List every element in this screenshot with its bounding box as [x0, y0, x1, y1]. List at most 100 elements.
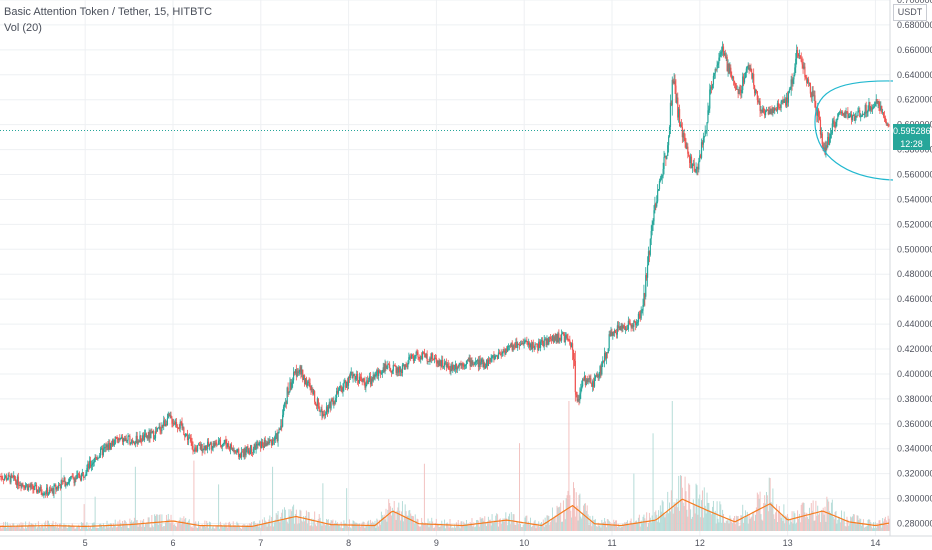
volume-bar	[653, 520, 655, 531]
candle-body	[41, 492, 43, 495]
candle-body	[67, 482, 70, 484]
volume-bar	[489, 519, 491, 531]
volume-bar	[451, 528, 453, 531]
volume-bar	[539, 526, 541, 531]
volume-bar	[729, 515, 731, 531]
candle-body	[359, 376, 361, 378]
volume-bar	[341, 528, 343, 531]
candle-body	[551, 335, 554, 341]
volume-bar	[453, 527, 455, 531]
volume-bar	[537, 526, 539, 531]
candle-body	[307, 381, 309, 383]
volume-bar	[322, 483, 324, 531]
volume-bar	[786, 516, 788, 531]
volume-bar	[549, 524, 551, 531]
candle-body	[294, 369, 297, 373]
volume-bar	[883, 518, 885, 531]
volume-bar	[756, 492, 758, 531]
candle-body	[566, 335, 568, 338]
volume-bar	[225, 522, 227, 531]
volume-bar	[794, 513, 796, 531]
candle-body	[260, 441, 263, 449]
volume-bar	[88, 524, 90, 531]
candle-body	[345, 380, 347, 388]
volume-bar	[15, 525, 17, 531]
volume-bar	[385, 508, 387, 531]
candle-body	[864, 105, 866, 114]
price-axis[interactable]: 0.7000000.6800000.6600000.6400000.620000…	[897, 0, 932, 529]
candle-body	[392, 365, 394, 371]
volume-bar	[650, 522, 652, 531]
time-axis[interactable]: 5 6 7 8 9 10 11 12 13 14	[83, 538, 881, 548]
volume-bar	[247, 524, 249, 531]
volume-bar	[214, 528, 216, 531]
volume-bar	[885, 520, 887, 531]
volume-bar	[382, 516, 384, 531]
candle-body	[432, 359, 435, 361]
candle-body	[726, 56, 728, 71]
volume-bar	[55, 521, 57, 531]
candle-body	[539, 341, 542, 348]
candle-body	[208, 444, 211, 447]
volume-bar	[840, 522, 842, 531]
candle-body	[125, 438, 127, 441]
candle-body	[63, 478, 65, 482]
volume-indicator-label[interactable]: Vol (20)	[4, 22, 42, 34]
candle-body	[878, 101, 880, 106]
volume-bar	[163, 526, 165, 531]
volume-bar	[524, 517, 526, 531]
candle-body	[145, 433, 147, 438]
volume-bar	[391, 507, 393, 531]
candle-body	[837, 113, 839, 119]
volume-bar	[745, 516, 747, 531]
volume-bar	[883, 521, 885, 531]
price-tick-label: 0.380000	[897, 394, 932, 404]
currency-unit-label[interactable]: USDT	[893, 4, 927, 21]
candle-body	[572, 350, 575, 360]
symbol-title[interactable]: Basic Attention Token / Tether, 15, HITB…	[4, 6, 213, 18]
candle-body	[239, 454, 242, 458]
volume-bar	[401, 511, 403, 531]
candle-body	[751, 72, 753, 79]
candle-body	[370, 378, 372, 385]
volume-bar	[41, 524, 43, 531]
candle-body	[277, 432, 279, 441]
candle-body	[92, 462, 94, 465]
volume-bar	[846, 516, 848, 531]
volume-bar	[634, 522, 636, 531]
volume-bar	[797, 518, 799, 531]
candle-body	[271, 440, 273, 446]
volume-bar	[737, 515, 739, 531]
candle-body	[423, 352, 426, 354]
candle-body	[504, 351, 506, 355]
candle-body	[68, 478, 71, 483]
volume-bar	[369, 525, 371, 531]
volume-bar	[752, 511, 754, 531]
candle-body	[868, 102, 870, 110]
volume-bar	[42, 525, 44, 531]
volume-bar	[132, 522, 134, 531]
volume-bar	[878, 520, 880, 531]
candle-body	[151, 431, 153, 433]
candle-body	[117, 438, 119, 440]
volume-bar	[518, 524, 520, 531]
candle-body	[95, 456, 97, 459]
candle-body	[236, 449, 238, 452]
volume-bar	[325, 525, 327, 531]
volume-bar	[858, 520, 860, 531]
candle-body	[164, 423, 167, 426]
candle-body	[736, 89, 738, 90]
volume-bar	[56, 527, 58, 531]
volume-bar	[339, 527, 341, 531]
volume-bar	[639, 526, 641, 531]
candle-body	[780, 101, 782, 108]
candle-body	[402, 364, 404, 366]
volume-bar	[529, 524, 531, 531]
volume-bar	[388, 499, 390, 531]
volume-bar	[286, 521, 288, 531]
volume-bar	[527, 523, 529, 531]
candle-body	[260, 441, 262, 449]
candle-body	[636, 323, 638, 326]
volume-bar	[830, 502, 832, 531]
